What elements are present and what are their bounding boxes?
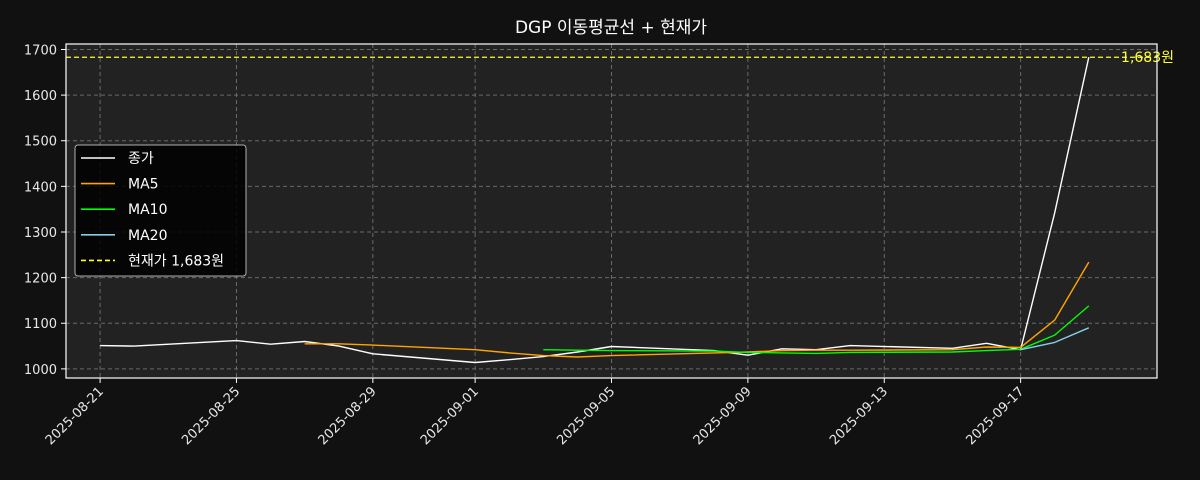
y-tick-label: 1600 xyxy=(24,89,57,104)
legend-label: MA5 xyxy=(128,177,159,193)
y-tick-label: 1700 xyxy=(24,43,57,58)
legend-box xyxy=(74,144,247,277)
y-tick-label: 1100 xyxy=(24,317,57,332)
legend-label: MA20 xyxy=(128,228,167,244)
chart-title: DGP 이동평균선 + 현재가 xyxy=(515,18,707,38)
current-price-annotation: 1,683원 xyxy=(1121,50,1174,66)
reference-line-layer: 1,683원 xyxy=(66,50,1174,66)
y-tick-label: 1000 xyxy=(24,363,57,378)
y-tick-label: 1400 xyxy=(24,180,57,195)
series-line-3 xyxy=(1020,327,1090,351)
series-line-0 xyxy=(100,57,1090,364)
legend-label: MA10 xyxy=(128,202,167,218)
legend-label: 종가 xyxy=(128,151,154,167)
legend: 종가 MA5 MA10 MA20 현재가 1,683원 xyxy=(74,144,247,277)
y-tick-label: 1300 xyxy=(24,226,57,241)
legend-label: 현재가 1,683원 xyxy=(128,253,224,269)
series-layer xyxy=(100,57,1090,364)
plot-area xyxy=(66,44,1157,378)
y-tick-label: 1500 xyxy=(24,135,57,150)
y-tick-label: 1200 xyxy=(24,272,57,287)
